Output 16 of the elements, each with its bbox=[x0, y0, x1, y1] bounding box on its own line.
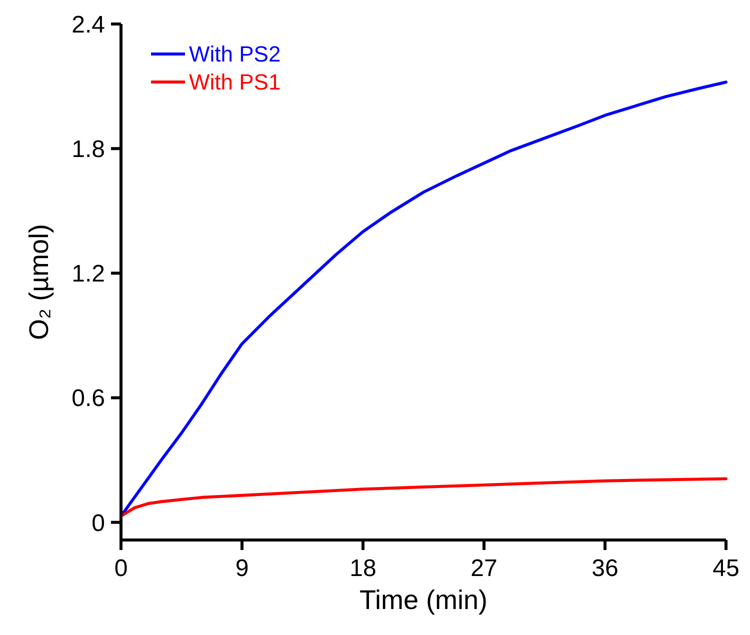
line-series bbox=[120, 477, 728, 518]
y-tick-label: 1.8 bbox=[72, 136, 105, 163]
x-axis-title: Time (min) bbox=[360, 585, 488, 615]
x-tick-label: 9 bbox=[235, 555, 249, 582]
legend-label: With PS1 bbox=[189, 70, 281, 95]
x-tick-label: 27 bbox=[470, 555, 498, 582]
legend-label: With PS2 bbox=[189, 42, 281, 67]
x-tick-label: 36 bbox=[592, 555, 618, 582]
y-tick-label: 0.6 bbox=[72, 385, 105, 412]
y-tick-label: 2.4 bbox=[72, 11, 105, 38]
y-tick-label: 0 bbox=[92, 510, 105, 537]
x-tick-label: 0 bbox=[114, 555, 128, 582]
x-tick-label: 18 bbox=[350, 555, 376, 582]
x-tick-label: 45 bbox=[712, 555, 740, 582]
y-axis-title: O₂ (µmol) bbox=[24, 224, 54, 340]
y-tick-label: 1.2 bbox=[72, 260, 105, 288]
